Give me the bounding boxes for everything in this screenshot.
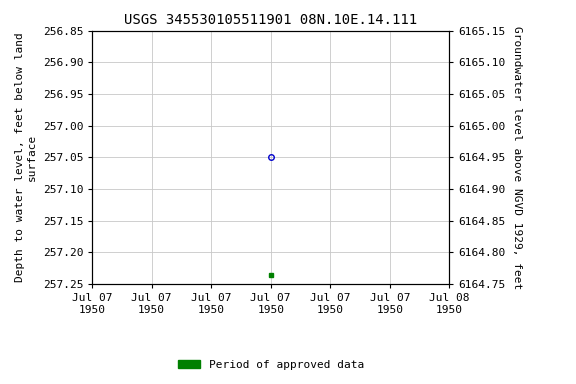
Legend: Period of approved data: Period of approved data (173, 356, 368, 375)
Title: USGS 345530105511901 08N.10E.14.111: USGS 345530105511901 08N.10E.14.111 (124, 13, 417, 27)
Y-axis label: Groundwater level above NGVD 1929, feet: Groundwater level above NGVD 1929, feet (512, 26, 522, 289)
Y-axis label: Depth to water level, feet below land
surface: Depth to water level, feet below land su… (16, 33, 37, 282)
